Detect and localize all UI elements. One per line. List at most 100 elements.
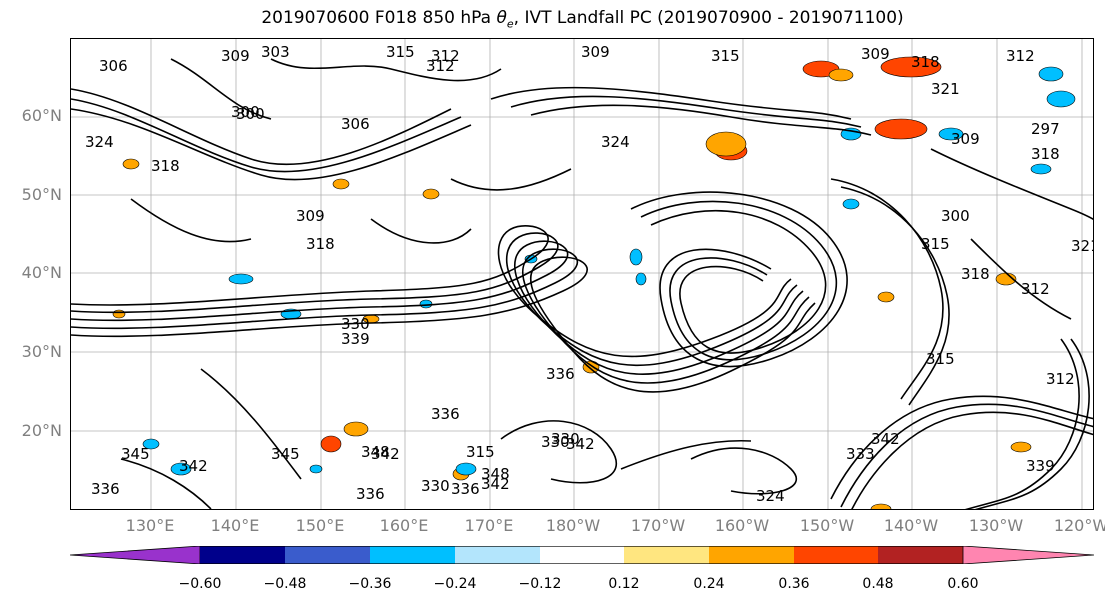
lon-label: 140°E [210,516,260,535]
lon-label: 150°E [295,516,345,535]
contour-label: 342 [481,475,510,493]
theta-e-contours [71,58,1093,509]
lon-label: 170°E [464,516,514,535]
lon-label: 130°W [968,516,1024,535]
theta-e-contour [71,232,798,366]
contour-label: 333 [846,445,875,463]
contour-label: 297 [1031,120,1060,138]
lat-label: 60°N [21,106,62,125]
contour-label: 330 [421,477,450,495]
lon-label: 170°W [630,516,686,535]
map-canvas: 306 309 300 303 312 315 300 324 318 309 312 306 309 3… [71,39,1094,509]
contour-label: 336 [91,480,120,498]
colorbar-swatch [878,546,963,564]
contour-label: 312 [426,57,455,75]
lon-label: 150°W [799,516,855,535]
theta-e-contour [71,98,462,173]
ivt-anomaly-patch [635,272,647,286]
colorbar-swatch [624,546,709,564]
colorbar-tick-label: −0.12 [518,576,562,592]
theta-e-contour [450,168,572,191]
ivt-anomaly-patch [309,464,323,474]
contour-label: 345 [271,445,300,463]
lon-label: 140°W [883,516,939,535]
lon-label: 160°E [379,516,429,535]
contour-label: 336 [431,405,460,423]
theta-e-contour [130,198,252,243]
contour-label: 336 [546,365,575,383]
ivt-anomaly-patch [1046,90,1076,108]
map-title: 2019070600 F018 850 hPa θe, IVT Landfall… [261,8,904,31]
contour-label: 309 [221,47,250,65]
contour-label: 300 [236,105,265,123]
contour-label: 318 [151,157,180,175]
ivt-anomaly-patch [877,291,895,303]
contour-label: 348 [481,465,510,483]
ivt-anomaly-patch [142,438,160,450]
lat-label: 50°N [21,185,62,204]
theta-e-contour [500,420,618,484]
ivt-anomaly-patch [842,198,860,210]
colorbar-swatch [455,546,540,564]
contour-label: 306 [99,57,128,75]
lat-label: 20°N [21,421,62,440]
lon-label: 160°W [714,516,770,535]
theta-e-contour [840,186,950,406]
colorbar-tick-label: 0.24 [693,576,725,592]
contour-label: 330 [541,433,570,451]
theta-e-contour [120,458,212,509]
ivt-anomaly-patch [1010,441,1032,453]
theta-e-contour [71,240,804,375]
theta-e-contour [530,104,872,136]
colorbar-swatch [962,546,1094,564]
ivt-anomaly-patch [938,127,964,141]
theta-e-contour [650,209,827,354]
theta-e-contour [200,368,302,480]
contour-label: 339 [1026,457,1055,475]
lon-label: 120°W [1053,516,1105,535]
theta-e-contour [510,95,862,128]
colorbar-tick-label: −0.36 [348,576,392,592]
contour-label: 342 [871,430,900,448]
theta-e-contour [930,148,1093,220]
contour-label: 321 [1071,237,1094,255]
theta-e-contour [71,248,810,384]
colorbar-tick-label: 0.60 [947,576,979,592]
colorbar-swatch [709,546,794,564]
ivt-anomaly-patch [705,131,747,157]
contour-label: 315 [466,443,495,461]
contour-label: 315 [711,47,740,65]
ivt-anomaly-patch [880,56,942,78]
contour-label: 315 [386,43,415,61]
contour-label: 318 [1031,145,1060,163]
theta-e-contour [690,447,798,495]
colorbar [70,546,1094,564]
ivt-anomaly-patch [828,68,854,82]
ivt-anomaly-patch [228,273,254,285]
ivt-anomaly-patch [122,158,140,170]
ivt-anomaly-patch [343,421,369,437]
theta-e-contour [630,191,848,368]
theta-e-contour [490,86,852,120]
theta-e-contour [370,218,472,244]
contour-label: 309 [951,130,980,148]
ivt-anomaly-patch [1038,66,1064,82]
ivt-pc-shading [112,56,1076,509]
contour-label: 300 [941,207,970,225]
colorbar-tick-label: −0.24 [433,576,477,592]
theta-e-contour [965,338,1080,509]
contour-label: 336 [356,485,385,503]
ivt-anomaly-patch [1030,163,1052,175]
contour-label: 342 [566,435,595,453]
contour-labels: 306 309 300 303 312 315 300 324 318 309 312 306 309 3… [85,43,1094,505]
contour-label: 324 [601,133,630,151]
theta-e-contour [830,395,1093,500]
contour-label: 309 [296,207,325,225]
contour-label: 312 [431,47,460,65]
colorbar-swatch [794,546,878,564]
contour-label: 330 [551,430,580,448]
contour-label: 300 [231,103,260,121]
lon-label: 180°W [545,516,601,535]
theta-e-contour [840,403,1093,508]
theta-e-contour [170,58,272,120]
